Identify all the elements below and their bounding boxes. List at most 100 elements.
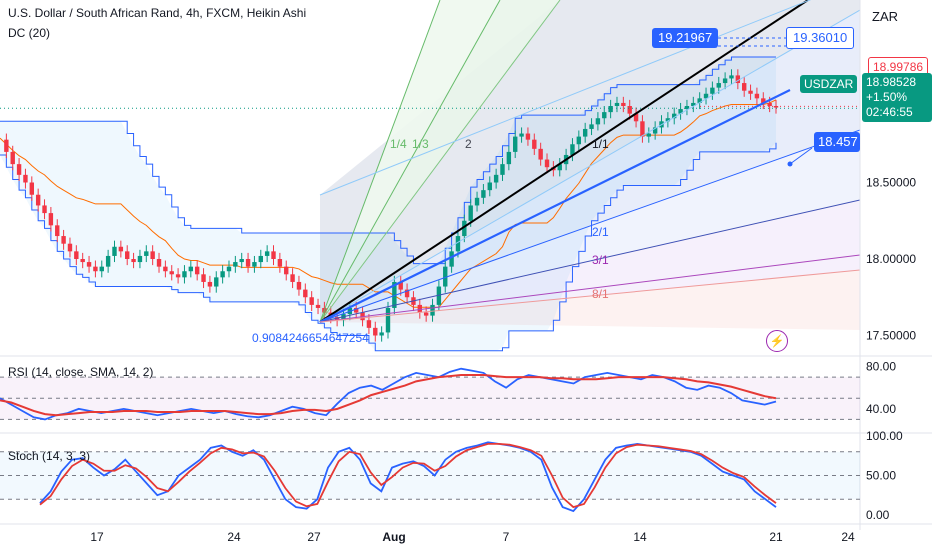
candle-body [296,281,302,290]
candle-body [61,236,66,244]
candle-body [29,182,35,195]
candle-body [487,182,492,191]
candle-body [309,297,314,305]
time-tick-label: 24 [841,530,855,544]
fan-line-2-1 [319,129,860,323]
candle-body [462,220,467,237]
fan-line-1-3 [319,0,561,323]
fan-right-connector [789,147,813,165]
candle-body [449,251,454,267]
candle-body [131,259,136,263]
symbol-tag: USDZAR [800,75,858,93]
time-axis: 17 24 27 Aug 7 14 21 24 [0,523,932,544]
candle-body [544,159,550,168]
candle-body [353,307,359,313]
candle-body [284,266,289,275]
fan-line-1-4 [319,0,501,323]
candle-body [652,127,658,134]
candle-body [264,251,270,256]
candle-body [640,121,645,137]
candle-body [761,98,766,103]
candle-body [366,320,372,328]
fan-label-1-1: 1/1 [592,137,609,151]
candle-body [23,174,28,183]
candle-body [430,304,435,316]
fan-label-2-1: 2/1 [592,225,609,239]
candlestick-series [0,69,860,342]
fan-line-4-1 [319,254,860,323]
fan-line-1-8 [319,0,441,323]
candle-body [48,213,54,226]
candle-body [271,251,276,259]
fan-label-8-1: 8/1 [592,287,609,301]
candle-body [4,139,9,152]
candle-body [175,274,181,278]
candle-body [207,281,213,287]
candle-body [194,266,200,275]
candle-body [716,83,721,88]
candle-body [582,128,588,137]
candle-body [303,289,308,298]
candle-body [614,102,620,106]
candle-body [678,109,683,114]
price-change: +1.50% [866,90,908,104]
candle-body [672,113,677,119]
currency-label: ZAR [872,9,898,24]
candle-body [684,106,690,110]
candle-body [513,136,518,152]
candle-body [525,133,531,140]
price-axis: 18.50000 18.00000 17.50000 [859,0,916,530]
candle-body [226,266,232,272]
candle-body [277,259,283,267]
fan-line-trend [319,89,791,323]
fan-label-1-3: 1/3 [412,137,429,151]
candle-body [182,271,187,278]
candle-body [519,133,524,137]
stoch-label: Stoch (14, 3, 3) [8,449,90,463]
gann-fan-labels: 0.9084246654647254 1/4 1/3 2 1/1 2/1 3/1 8/1 [252,137,609,345]
stoch-tick-label: 0.00 [866,508,890,522]
candle-body [589,124,594,129]
candle-body [538,148,543,160]
fib-right-tag[interactable]: 18.457 [814,132,860,152]
candle-body [373,327,378,336]
fan-line-3-1 [319,199,860,323]
candle-body [621,102,626,106]
candle-body [144,251,149,256]
candle-body [105,255,111,267]
candle-body [80,259,85,263]
stoch-tick-label: 50.00 [866,469,896,483]
gann-fan-lines[interactable] [319,0,860,323]
candle-body [633,113,639,122]
candle-body [239,259,244,263]
candle-body [290,274,295,282]
rsi-tick-label: 80.00 [866,360,896,374]
candle-body [570,144,575,155]
price-tick-label: 18.00000 [866,252,916,266]
candle-body [315,304,321,308]
time-tick-label: 27 [307,530,321,544]
candle-body [500,164,505,175]
candle-body [443,266,448,287]
candle-body [86,262,92,267]
fan-boundary [319,0,812,196]
candle-body [703,93,709,99]
candle-body [245,259,251,267]
candle-body [93,266,98,272]
fib-high-tag[interactable]: 19.21967 [652,28,719,48]
candle-body [252,262,257,267]
lightning-icon[interactable]: ⚡ [766,330,788,352]
candle-body [67,243,73,252]
candle-body [42,205,47,214]
candle-body [417,304,423,313]
candle-body [735,75,741,84]
candle-body [392,281,397,308]
price-tick-label: 17.50000 [866,329,916,343]
last-price: 18.98528 [866,75,917,89]
candle-body [557,164,562,171]
fib-top-tag[interactable]: 19.36010 [786,27,855,49]
time-tick-label: 7 [503,530,510,544]
candle-body [423,312,429,316]
rsi-pane: RSI (14, close, SMA, 14, 2) 80.00 40.00 [0,355,932,421]
